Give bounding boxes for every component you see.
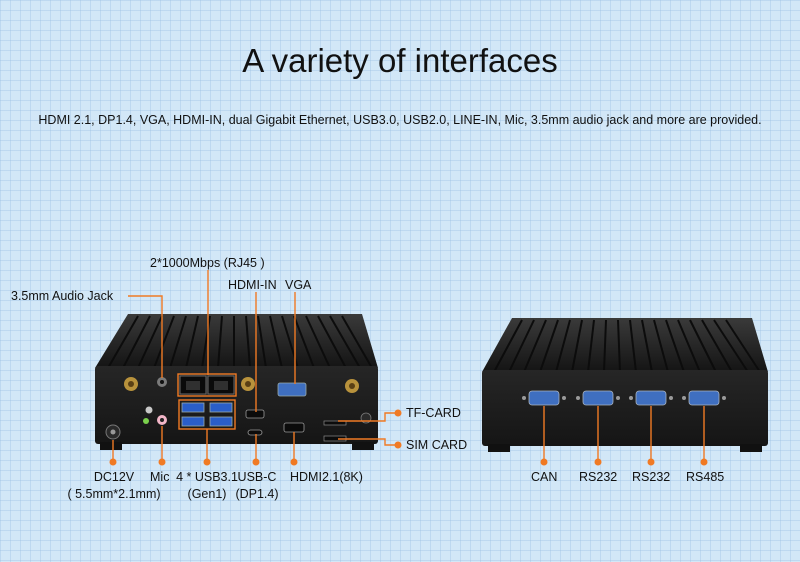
- label-sim-card: SIM CARD: [406, 438, 468, 452]
- page-title: A variety of interfaces: [242, 42, 558, 79]
- label-rj45: 2*1000Mbps (RJ45 ): [150, 256, 265, 270]
- label-hdmi-in: HDMI-IN: [228, 278, 277, 292]
- label-rs485: RS485: [686, 470, 725, 484]
- label-usb31-line1: 4 * USB3.1: [176, 470, 238, 484]
- label-dc12v: DC12V ( 5.5mm*2.1mm): [40, 470, 188, 501]
- rear-mini-pc: [482, 318, 768, 452]
- label-usb31: 4 * USB3.1 (Gen1): [162, 470, 252, 501]
- label-hdmi21: HDMI2.1(8K): [290, 470, 363, 484]
- label-usbc-line1: USB-C: [237, 470, 277, 484]
- rear-callout-dots: [540, 458, 708, 466]
- label-dc12v-line1: DC12V: [93, 470, 135, 484]
- label-mic: Mic: [150, 470, 170, 484]
- front-callout-lines: [112, 270, 398, 462]
- label-rs232-b: RS232: [632, 470, 671, 484]
- label-usbc-line2: (DP1.4): [235, 487, 279, 501]
- rear-callout-lines: [543, 406, 705, 462]
- label-can: CAN: [531, 470, 558, 484]
- label-tf-card: TF-CARD: [406, 406, 461, 420]
- front-callout-dots: [109, 409, 402, 466]
- label-usb31-line2: (Gen1): [187, 487, 227, 501]
- label-vga: VGA: [285, 278, 312, 292]
- page-subtitle: HDMI 2.1, DP1.4, VGA, HDMI-IN, dual Giga…: [38, 113, 762, 127]
- label-dc12v-line2: ( 5.5mm*2.1mm): [67, 487, 161, 501]
- label-audio-jack: 3.5mm Audio Jack: [11, 289, 114, 303]
- label-usbc: USB-C (DP1.4): [230, 470, 284, 501]
- label-rs232-a: RS232: [579, 470, 618, 484]
